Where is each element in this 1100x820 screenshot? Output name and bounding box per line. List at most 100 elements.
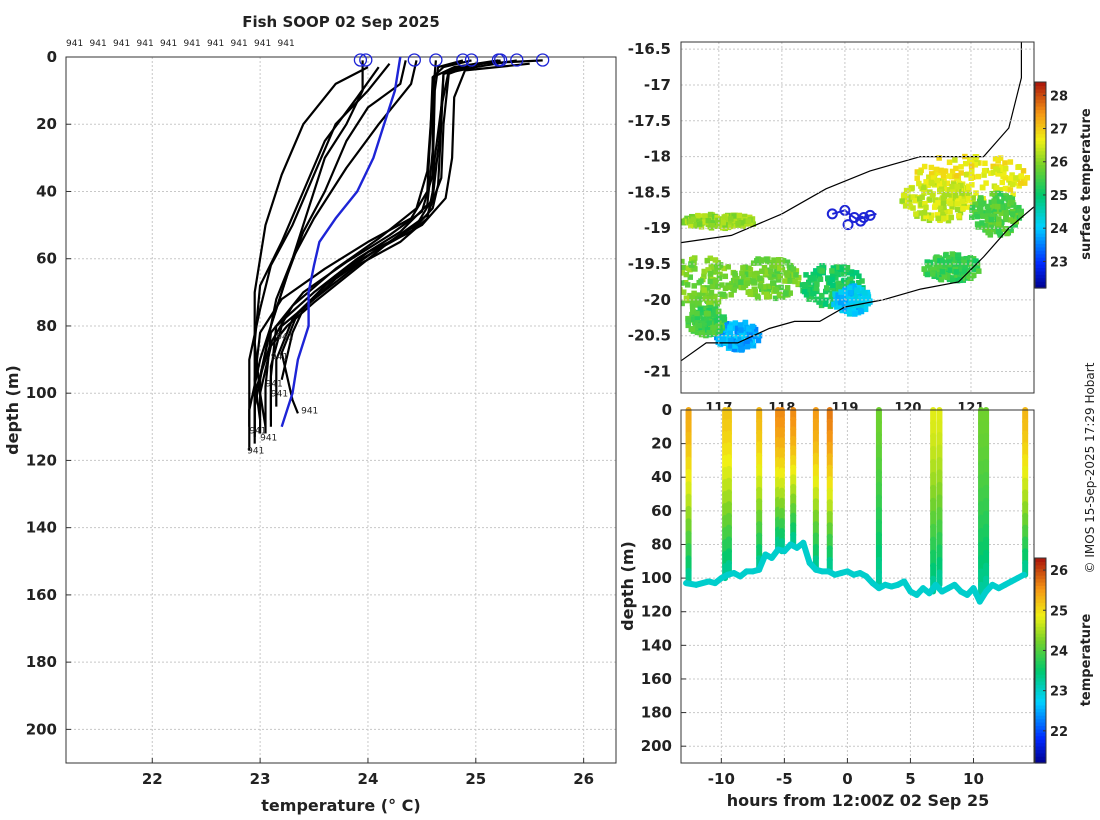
sst-cell [928, 171, 935, 177]
sst-cell [955, 252, 962, 258]
map-colorbar-segment [1035, 195, 1046, 200]
sst-cell [681, 270, 686, 276]
sst-cell [957, 182, 964, 189]
time-depth-colorbar-segment [1035, 681, 1046, 686]
time-depth-colorbar-segment [1035, 595, 1046, 600]
time-depth-colorbar-segment [1035, 756, 1046, 761]
sst-cell [720, 336, 727, 343]
sst-cell [948, 214, 955, 221]
sst-cell [749, 323, 756, 330]
sst-cell [689, 300, 696, 307]
sst-cell [812, 296, 819, 303]
sst-cell [945, 256, 952, 262]
map-colorbar-segment [1035, 123, 1046, 128]
sst-cell [706, 329, 712, 336]
sst-cell [953, 269, 959, 275]
sst-cell [704, 285, 711, 291]
sst-cell [717, 291, 724, 297]
profile-panel: 22 23 24 25 26 0 20 40 60 80 100 120 140 160 180 200 941… [26, 39, 617, 788]
sst-cell [939, 259, 946, 265]
sst-cell [701, 268, 707, 275]
sst-cell [921, 190, 927, 196]
sst-cell [746, 271, 753, 278]
sst-cell [711, 298, 718, 304]
sst-cell [763, 291, 770, 298]
sst-cell [981, 172, 987, 178]
station-bottom-label: 941 [247, 447, 264, 457]
sst-cell [865, 292, 871, 299]
sst-cell [985, 210, 992, 217]
sst-cell [1005, 196, 1011, 203]
sst-cell [908, 185, 915, 192]
sst-cell [819, 268, 826, 274]
map-colorbar-segment [1035, 88, 1046, 93]
sst-cell [1024, 175, 1031, 181]
station-top-label: 941 [231, 39, 248, 49]
time-depth-colorbar-tick-label: 23 [1050, 685, 1068, 700]
sst-cell [945, 217, 952, 224]
map-colorbar-segment [1035, 270, 1046, 275]
sst-cell [982, 222, 989, 229]
sst-cell [748, 329, 754, 335]
sst-cell [851, 289, 857, 296]
sst-cell [692, 295, 699, 302]
sst-cell [725, 224, 732, 231]
sst-cell [991, 198, 997, 204]
sst-cell [709, 284, 716, 290]
sst-cell [830, 282, 836, 289]
sst-cell [707, 295, 713, 302]
surface-marker [353, 53, 368, 67]
map-colorbar-segment [1035, 154, 1046, 159]
profile-y-tick-label: 120 [26, 451, 57, 469]
sst-cell [727, 330, 734, 337]
sst-cell [906, 201, 913, 208]
sst-cell [923, 179, 929, 185]
time-depth-y-tick-label: 120 [641, 603, 672, 621]
sst-cell [977, 210, 984, 217]
time-depth-colorbar-segment [1035, 674, 1046, 679]
sst-cell [956, 213, 962, 219]
sst-cell [700, 316, 707, 322]
time-depth-y-tick-label: 20 [651, 435, 672, 453]
sst-cell [775, 277, 782, 283]
profile-y-tick-label: 0 [47, 48, 57, 66]
time-depth-colorbar-segment [1035, 653, 1046, 658]
profile-line [253, 60, 437, 434]
sst-cell [1002, 160, 1008, 166]
sst-cell [790, 266, 797, 272]
map-colorbar-segment [1035, 281, 1046, 286]
map-colorbar-tick-label: 27 [1050, 123, 1068, 138]
sst-cell [727, 325, 733, 332]
sst-cell [712, 311, 718, 318]
time-depth-colorbar-segment [1035, 568, 1046, 573]
sst-cell [705, 267, 711, 273]
sst-cell [853, 270, 860, 276]
station-top-label: 941 [254, 39, 271, 49]
sst-cell [701, 273, 707, 280]
profile-line [253, 66, 369, 437]
sst-cell [997, 231, 1004, 238]
sst-cell [667, 279, 673, 285]
sst-cell [950, 188, 956, 194]
time-depth-colorbar-segment [1035, 657, 1046, 662]
sst-cell [1016, 164, 1022, 170]
profile-y-tick-label: 20 [36, 115, 57, 133]
profile-y-tick-label: 40 [36, 182, 57, 200]
sst-cell [769, 263, 775, 269]
station-bottom-label: 941 [266, 379, 283, 389]
time-depth-colorbar-segment [1035, 749, 1046, 754]
time-depth-colorbar-segment [1035, 581, 1046, 586]
sst-cell [969, 182, 975, 188]
map-colorbar-segment [1035, 222, 1046, 227]
time-depth-colorbar-segment [1035, 739, 1046, 744]
sst-cell [816, 272, 823, 279]
map-colorbar-segment [1035, 274, 1046, 279]
sst-cell [1002, 165, 1009, 172]
sst-cell [949, 259, 956, 266]
sst-cell [985, 207, 992, 214]
profile-x-tick-label: 26 [573, 770, 594, 788]
profile-y-tick-label: 100 [26, 384, 57, 402]
sst-cell [732, 217, 738, 224]
sst-cell [750, 291, 757, 298]
sst-cell [792, 278, 798, 285]
